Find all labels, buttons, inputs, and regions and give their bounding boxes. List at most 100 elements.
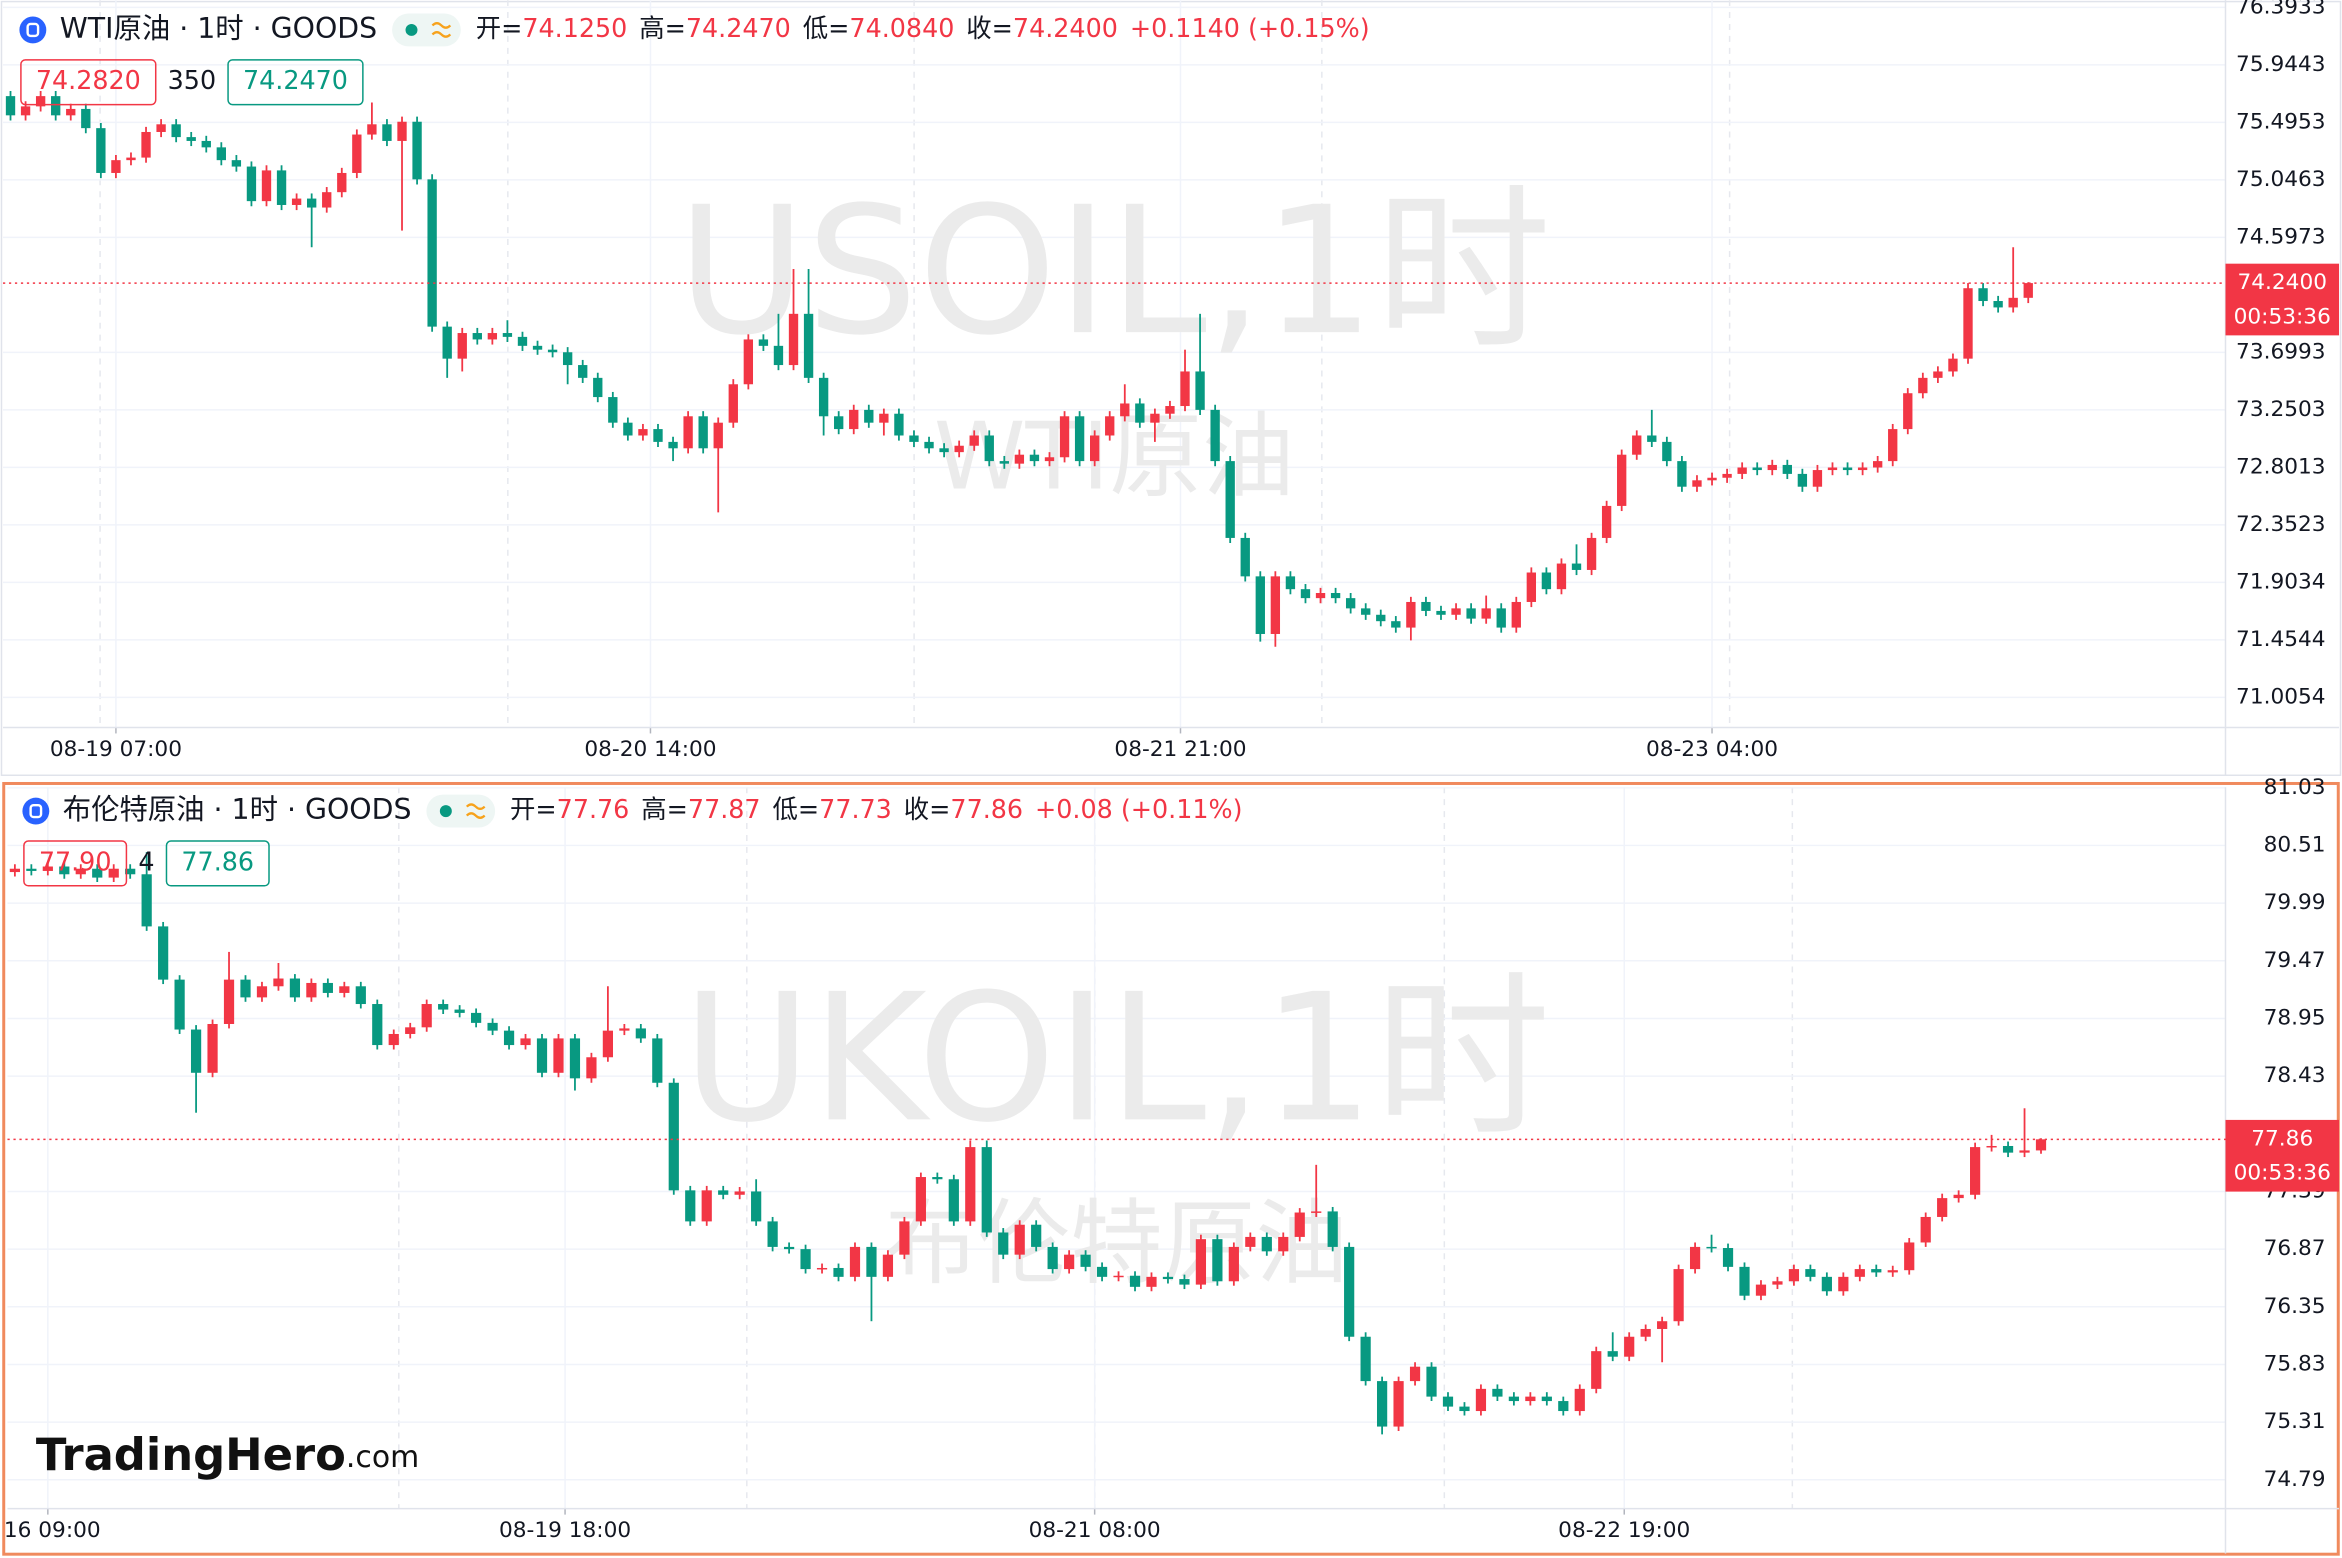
candle-body [1722,473,1732,478]
candle-body [788,313,799,366]
candle-body [1541,1396,1552,1402]
candle-body [1857,467,1868,471]
candle-body [352,134,362,173]
candle-body [1937,1198,1948,1217]
candle-body [339,986,350,993]
candle-body [713,422,723,449]
x-tick-label: 08-22 19:00 [1558,1518,1690,1543]
candle-body [487,1022,498,1031]
candle-body [1426,1366,1437,1397]
y-tick-label: 74.79 [2264,1467,2326,1492]
symbol-icon [22,797,50,825]
candle-body [1376,614,1386,622]
candle-body [1821,1276,1832,1292]
delay-icon [465,803,486,819]
candle-body [578,365,588,378]
candle-body [156,124,166,132]
candle-body [1541,572,1552,590]
candle-body [751,1191,762,1222]
candle-body [619,1028,630,1031]
candle-body [1300,589,1311,599]
candle-body [1344,1246,1355,1337]
candle-body [569,1038,581,1079]
candle-body [1135,403,1145,423]
quote-ask: 77.86 [181,846,254,876]
candle-body [1074,416,1085,462]
candle-body [1827,467,1838,471]
candle-body [1953,1194,1964,1199]
candle-body [773,345,784,366]
candle-body [1689,1246,1701,1270]
candle-body [1496,608,1506,628]
candle-body [954,445,964,453]
candle-body [291,198,302,205]
candle-body [1391,621,1401,628]
candle-body [1525,1396,1536,1402]
candle-body [849,409,859,430]
candle-body [1047,1246,1058,1270]
y-tick-label: 73.6993 [2236,339,2326,364]
candle-body [683,416,693,449]
last-price-label: 77.86 [2251,1126,2313,1151]
y-tick-label: 75.31 [2264,1409,2326,1434]
last-price-label: 74.2400 [2238,270,2328,295]
watermark: UKOIL,1时 [682,955,1550,1161]
candle-body [1014,454,1025,464]
candle-body [412,121,422,180]
candle-body [337,172,347,193]
candle-body [1179,1279,1190,1285]
legend-key: 低= [803,13,850,43]
candle-body [1442,1396,1454,1407]
candle-body [174,979,185,1030]
candle-body [2002,1145,2014,1153]
candle-body [1797,473,1808,487]
candle-body [503,1030,515,1046]
candle-body [207,1023,218,1073]
candle-body [998,1232,1009,1255]
watermark: USOIL,1时 [677,168,1551,374]
candle-body [1601,505,1612,538]
candle-body [1632,435,1642,455]
candle-body [668,1082,679,1191]
candle-body [1409,1366,1421,1382]
candle-body [457,333,467,359]
candle-body [1393,1381,1404,1427]
candle-body [502,333,513,337]
candle-body [1059,416,1070,458]
candle-body [1511,601,1521,628]
candle-body [1165,406,1175,414]
quote-spread: 350 [168,65,216,95]
candle-body [701,1190,712,1222]
candle-body [81,108,91,129]
candle-body [1406,601,1416,628]
candle-body [685,1190,696,1222]
candle-body [834,416,844,430]
candle-body [1673,1269,1684,1322]
candle-body [1978,288,1988,302]
candle-body [767,1221,778,1247]
candle-body [1607,1351,1618,1357]
candle-body [1574,1388,1585,1412]
candle-body [108,868,119,878]
candle-body [536,1038,548,1073]
candle-body [638,429,648,436]
x-tick-label: 08-20 14:00 [584,737,716,762]
candle-body [1212,1239,1223,1282]
quote-box [23,840,128,887]
candle-body [608,397,618,423]
candle-body [1129,1275,1141,1287]
candle-body [517,336,528,346]
y-tick-label: 72.3523 [2236,512,2326,537]
delay-icon [431,22,452,38]
candle-body [1255,576,1265,634]
candle-body [42,866,53,871]
candle-body [1707,477,1717,481]
candle-body [1376,1381,1388,1427]
candle-body [783,1246,795,1250]
x-tick-label: 08-21 08:00 [1029,1518,1161,1543]
candle-body [171,124,181,138]
candle-body [438,1004,449,1010]
candle-body [306,982,317,998]
candle-body [2008,297,2018,308]
candle-body [1096,1266,1108,1277]
